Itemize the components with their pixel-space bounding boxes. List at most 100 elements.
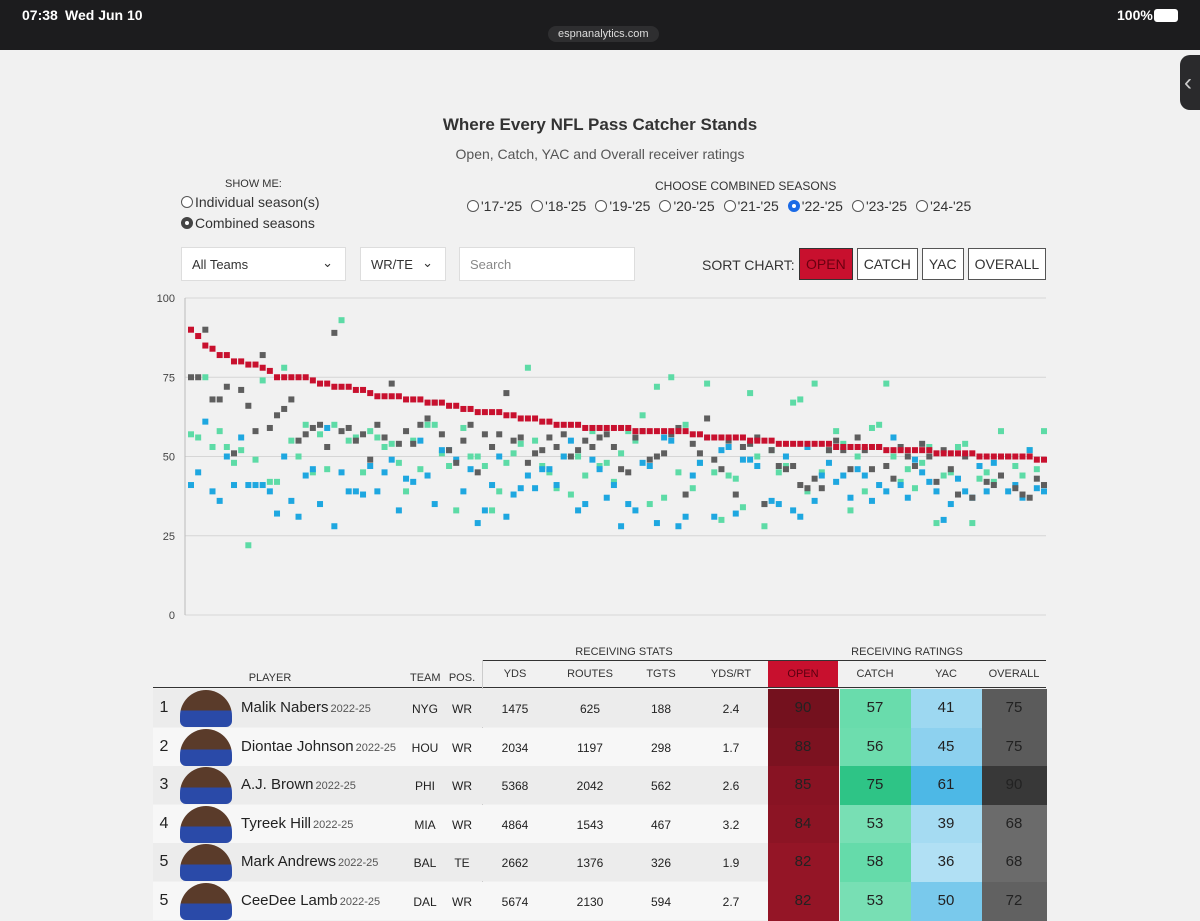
point	[962, 488, 969, 495]
show-me-option[interactable]: Combined seasons	[181, 215, 320, 231]
point	[223, 453, 230, 460]
point	[352, 434, 359, 441]
sort-button[interactable]: YAC	[921, 248, 964, 280]
stat: 562	[650, 779, 672, 793]
point	[919, 440, 926, 447]
url[interactable]: espnanalytics.com	[548, 26, 659, 42]
stat: 2034	[501, 740, 529, 755]
point	[682, 428, 689, 435]
column-header[interactable]: PLAYER	[248, 672, 292, 684]
player-cell[interactable]: Tyreek Hill 2022-25	[241, 815, 353, 833]
radio	[531, 200, 544, 212]
point	[725, 434, 732, 441]
column-header[interactable]: POS.	[448, 672, 476, 684]
point	[718, 466, 725, 473]
column-header[interactable]: TEAM	[410, 672, 441, 684]
point	[911, 447, 918, 454]
point	[689, 485, 696, 492]
column-header[interactable]: ROUTES	[567, 668, 613, 680]
point	[553, 421, 560, 428]
point	[360, 469, 367, 476]
rating: 68	[1005, 853, 1023, 870]
player-cell[interactable]: CeeDee Lamb 2022-25	[241, 892, 380, 910]
player-cell[interactable]: Malik Nabers 2022-25	[241, 699, 371, 717]
season-option[interactable]: '23-'25	[851, 198, 907, 214]
point	[209, 396, 216, 403]
season-option[interactable]: '22-'25	[787, 198, 843, 214]
point	[797, 513, 804, 520]
season-option[interactable]: '24-'25	[916, 198, 971, 214]
point	[345, 488, 352, 495]
column-header[interactable]: OPEN	[787, 668, 819, 680]
sort-button[interactable]: CATCH	[856, 248, 918, 280]
point	[395, 507, 402, 514]
column-header[interactable]: YDS	[503, 668, 527, 680]
column-header[interactable]: YDS/RT	[710, 668, 752, 680]
group-header: RECEIVING STATS	[575, 646, 673, 658]
rating: 53	[866, 891, 884, 909]
season-option[interactable]: '18-'25	[531, 198, 586, 214]
point	[417, 437, 424, 444]
player-cell[interactable]: Diontae Johnson 2022-25	[241, 738, 396, 756]
point	[790, 399, 797, 406]
point	[954, 450, 961, 457]
battery: 100%	[1117, 7, 1153, 23]
point	[238, 434, 245, 441]
season-option[interactable]: '20-'25	[659, 198, 715, 214]
point	[424, 399, 431, 406]
player-seasons: 2022-25	[355, 741, 396, 754]
side-handle[interactable]: ‹	[1180, 55, 1200, 110]
team-filter[interactable]: All Teams ⌄	[181, 247, 346, 281]
point	[876, 421, 883, 428]
y-tick-label: 100	[157, 293, 175, 305]
stat: 1.7	[722, 740, 740, 755]
column-header[interactable]: TGTS	[646, 668, 676, 680]
season-option[interactable]: '21-'25	[723, 198, 779, 214]
point	[990, 478, 997, 485]
point	[883, 447, 890, 454]
point	[288, 374, 295, 381]
rank: 1	[159, 699, 169, 716]
sort-button[interactable]: OVERALL	[967, 248, 1047, 280]
player-cell[interactable]: Mark Andrews 2022-25	[241, 853, 378, 871]
point	[281, 374, 288, 381]
point	[711, 456, 718, 463]
player-cell[interactable]: A.J. Brown 2022-25	[241, 776, 356, 794]
point	[603, 431, 610, 438]
point	[782, 440, 789, 447]
point	[352, 437, 359, 444]
point	[252, 456, 259, 463]
point	[259, 377, 266, 384]
stat: NYG	[411, 702, 438, 716]
show-me-group: Individual season(s) Combined seasons	[181, 194, 320, 236]
season-option[interactable]: '17-'25	[467, 198, 522, 214]
column-header[interactable]: OVERALL	[988, 668, 1040, 680]
point	[797, 482, 804, 489]
column-header[interactable]: YAC	[935, 668, 957, 680]
point	[983, 488, 990, 495]
position-filter[interactable]: WR/TE ⌄	[360, 247, 446, 281]
point	[919, 459, 926, 466]
point	[374, 434, 381, 441]
sort-button[interactable]: OPEN	[799, 248, 853, 280]
point	[976, 453, 983, 460]
stat: TE	[454, 856, 470, 870]
column-header[interactable]: CATCH	[856, 668, 894, 680]
season-label: '22-'25	[801, 198, 843, 214]
search-box[interactable]: Search	[459, 247, 635, 281]
point	[725, 437, 732, 444]
rating: 56	[866, 737, 884, 755]
point	[919, 469, 926, 476]
point	[238, 358, 245, 365]
season-option[interactable]: '19-'25	[595, 198, 650, 214]
point	[546, 466, 553, 473]
point	[567, 421, 574, 428]
point	[883, 380, 890, 387]
chart: 0 25 50 75 100	[157, 293, 1047, 622]
point	[732, 475, 739, 482]
stat: 1376	[576, 856, 604, 870]
show-me-option[interactable]: Individual season(s)	[181, 194, 320, 210]
radio	[851, 200, 864, 212]
point	[345, 383, 352, 390]
point	[381, 434, 388, 441]
